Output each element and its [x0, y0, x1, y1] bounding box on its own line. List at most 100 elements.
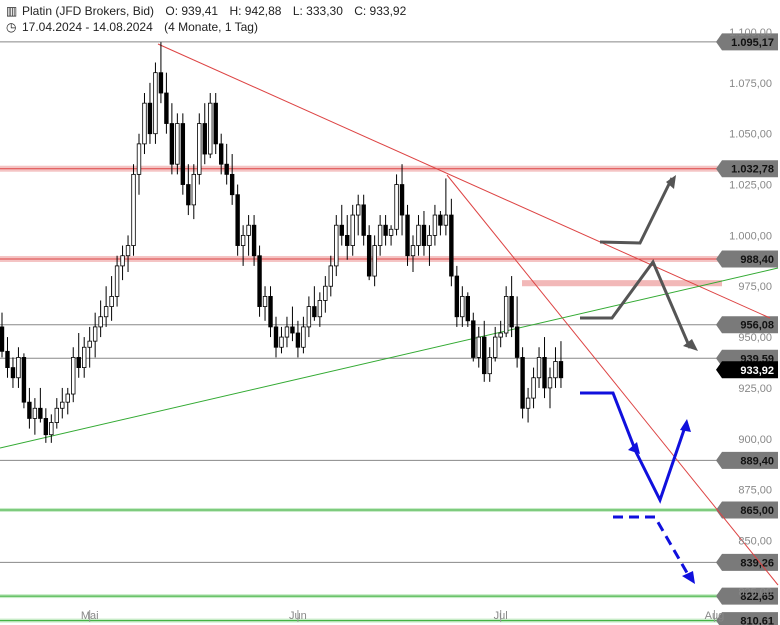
period-info: (4 Monate, 1 Tag): [164, 20, 258, 34]
candle-body: [355, 204, 361, 216]
candle-body: [16, 357, 21, 379]
candle-body: [197, 123, 202, 175]
y-tick-label: 850,00: [738, 535, 772, 547]
candle-body: [125, 245, 131, 257]
candle-body: [427, 234, 432, 246]
candle-body: [131, 173, 136, 246]
x-tick-label: Mai: [81, 610, 99, 622]
candle-body: [345, 234, 350, 246]
candle-body: [191, 173, 196, 206]
candle-body: [235, 194, 240, 246]
candle-body: [531, 377, 536, 399]
candle-body: [175, 123, 180, 165]
y-tick-label: 1.025,00: [729, 180, 772, 192]
candle-body: [394, 184, 399, 230]
candle-body: [87, 340, 92, 348]
candle-body: [54, 407, 59, 423]
candle-body: [147, 102, 153, 135]
y-tick-label: 950,00: [738, 332, 772, 344]
scenario-grey-up: [599, 177, 674, 245]
candle-body: [350, 214, 355, 246]
price-tag: [716, 451, 778, 469]
candle-body: [284, 326, 290, 338]
arrowhead-blue-dashed: [682, 571, 695, 584]
candle-body: [109, 296, 114, 307]
candle-body: [169, 123, 175, 165]
instrument-title: Platin (JFD Brokers, Bid): [22, 4, 155, 18]
candle-body: [405, 214, 410, 257]
open-value: O: 939,41: [165, 4, 219, 18]
scenario-grey-down: [580, 258, 692, 349]
y-tick-label: 875,00: [738, 485, 772, 497]
y-tick-label: 925,00: [738, 383, 772, 395]
x-tick-label: Jun: [289, 610, 307, 622]
candle-body: [410, 245, 416, 257]
candle-body: [525, 397, 531, 409]
candle-body: [514, 326, 520, 358]
candle-body: [240, 234, 246, 246]
candle-body: [334, 224, 339, 267]
candle-body: [295, 332, 301, 348]
price-tag: [716, 361, 778, 379]
candle-body: [432, 214, 438, 236]
candle-body: [10, 367, 16, 379]
candle-body: [498, 332, 503, 338]
y-tick-label: 1.075,00: [729, 78, 772, 90]
candle-body: [273, 326, 279, 348]
candle-body: [43, 418, 49, 436]
candle-body: [460, 296, 465, 318]
candle-body: [482, 336, 487, 375]
chart-header-line-2: ◷ 17.04.2024 - 14.08.2024 (4 Monate, 1 Ta…: [6, 20, 266, 34]
y-tick-label: 1.100,00: [729, 27, 772, 39]
candle-body: [306, 306, 312, 328]
candle-body: [547, 377, 553, 389]
candle-body: [208, 102, 213, 155]
candle-body: [92, 326, 98, 342]
candle-body: [164, 92, 169, 124]
price-tag-label: 822,65: [740, 591, 774, 603]
arrowhead-blue-down: [628, 442, 640, 454]
resistance-zone: [522, 280, 722, 287]
candle-body: [323, 285, 328, 301]
clock-icon: ◷: [6, 20, 17, 34]
y-tick-label: 975,00: [738, 281, 772, 293]
candle-body: [136, 143, 142, 175]
candle-body: [290, 326, 295, 334]
candle-body: [186, 184, 191, 206]
price-tag-label: 839,26: [740, 557, 774, 569]
candle-body: [98, 316, 103, 328]
candle-body: [71, 357, 76, 395]
candle-body: [388, 228, 394, 236]
price-tag: [716, 316, 778, 334]
candle-body: [180, 123, 186, 185]
candle-body: [251, 224, 257, 257]
price-tag: [716, 33, 778, 51]
candle-body: [476, 336, 481, 358]
y-tick-label: 825,00: [738, 586, 772, 598]
candle-body: [82, 346, 87, 368]
candle-body: [279, 336, 284, 348]
price-tag-label: 889,40: [740, 455, 774, 467]
candle-body: [224, 163, 229, 175]
candle-body: [465, 296, 470, 322]
price-tag: [716, 250, 778, 268]
candle-body: [328, 265, 333, 287]
candle-body: [76, 357, 81, 368]
price-tag-label: 810,61: [740, 616, 774, 625]
price-tag-label: 1.032,78: [731, 164, 774, 176]
price-tag-label: 956,08: [740, 320, 774, 332]
candle-body: [0, 326, 5, 352]
candle-body: [339, 224, 344, 236]
candle-body: [520, 357, 525, 409]
arrowhead-blue-up: [680, 419, 691, 432]
candle-body: [383, 224, 388, 236]
trendline-green: [0, 267, 779, 449]
trendline-red-upper: [157, 43, 771, 319]
candle-body: [542, 357, 547, 389]
price-tag-label: 1.095,17: [731, 37, 774, 49]
candle-body: [312, 306, 317, 318]
candle-body: [558, 361, 564, 379]
price-tag: [716, 612, 778, 625]
